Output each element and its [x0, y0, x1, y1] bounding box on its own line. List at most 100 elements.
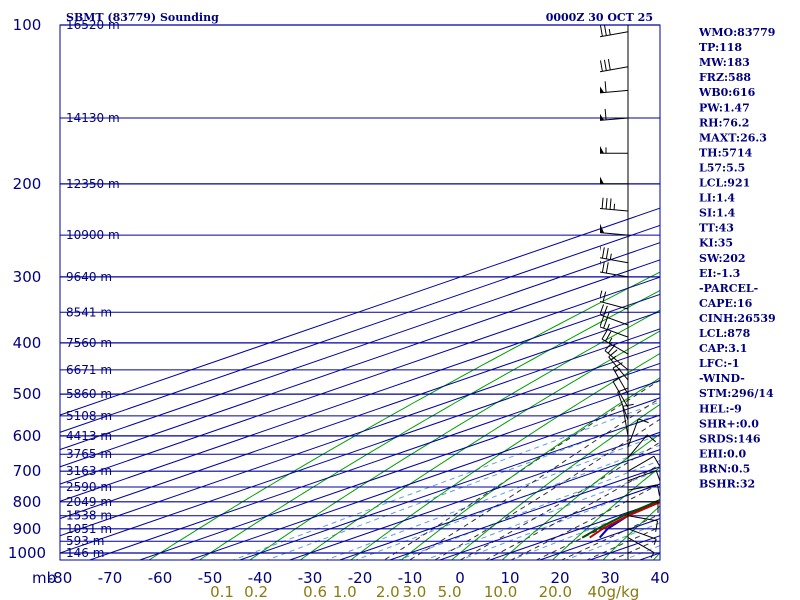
wind-barb-shaft	[600, 271, 629, 278]
index-value: PW:1.47	[699, 101, 750, 114]
dry-adiabat	[198, 289, 660, 560]
wind-barb-full	[612, 375, 623, 382]
wind-barb-full	[600, 316, 605, 327]
dry-adiabat	[350, 352, 660, 560]
isotherm	[288, 431, 660, 560]
index-value: STM:296/14	[699, 387, 774, 400]
mixing-ratio-label: 0.6	[303, 583, 327, 600]
mixing-ratio-label: 10.0	[484, 583, 517, 600]
wind-barb-full	[603, 305, 608, 317]
wind-barb	[627, 470, 660, 482]
wind-barb-full	[657, 484, 660, 496]
isobars	[59, 24, 661, 561]
wind-barb	[600, 108, 629, 121]
wind-barb-full	[603, 59, 607, 71]
index-value: WB0:616	[698, 86, 756, 99]
wind-barb-full	[603, 317, 608, 329]
moist-adiabats	[383, 379, 660, 560]
wind-barb-half	[614, 368, 621, 372]
index-value: LFC:-1	[699, 357, 740, 370]
height-label: 16520 m	[66, 18, 120, 32]
dry-adiabat	[501, 433, 660, 560]
wind-barb	[600, 290, 629, 310]
isotherms	[60, 207, 660, 560]
wind-barb-full	[600, 25, 603, 37]
temperature-tick-label: -10	[398, 569, 423, 587]
wind-barb-shaft	[627, 434, 648, 459]
index-value: CAPE:16	[699, 297, 753, 310]
isotherm	[60, 207, 660, 416]
pressure-tick-label: 600	[13, 427, 42, 445]
pressure-tick-label: 100	[13, 16, 42, 34]
wind-barb-full	[601, 329, 608, 340]
wind-barb-shaft	[627, 418, 639, 448]
dry-adiabat	[450, 403, 660, 560]
height-label: 6671 m	[66, 363, 112, 377]
wind-barb-full	[655, 520, 659, 532]
index-value: EHI:0.0	[699, 447, 746, 460]
wind-barb-shaft	[600, 326, 629, 338]
dry-adiabat	[148, 271, 660, 560]
dry-adiabats	[148, 271, 660, 560]
height-label: 9640 m	[66, 270, 112, 284]
temperature-tick-label: 20	[550, 569, 569, 587]
index-value: RH:76.2	[699, 116, 749, 129]
wind-barb-half	[608, 28, 611, 35]
wind-barb	[627, 537, 655, 559]
wind-barb-full	[605, 198, 608, 210]
height-label: 12350 m	[66, 177, 120, 191]
wind-barb-half	[610, 355, 617, 361]
height-label: 1538 m	[66, 509, 112, 523]
height-label: 5108 m	[66, 409, 112, 423]
height-label: 146 m	[66, 546, 104, 560]
height-label: 4413 m	[66, 429, 112, 443]
wind-barb-pennant	[600, 86, 605, 93]
height-label: 8541 m	[66, 305, 112, 319]
isotherm	[388, 466, 660, 560]
wind-barb-shaft	[601, 338, 629, 355]
wind-barb-full	[617, 387, 629, 393]
height-label: 593 m	[66, 534, 104, 548]
index-value: TP:118	[699, 41, 742, 54]
wind-barb-shaft	[627, 537, 655, 554]
wind-barb-shaft	[600, 314, 629, 326]
wind-barb-pennant	[600, 223, 605, 234]
wind-barb-full	[605, 247, 609, 259]
index-value: L57:5.5	[699, 161, 745, 174]
wind-barb-full	[602, 291, 607, 303]
wind-barb	[600, 260, 629, 278]
wind-barb-shaft	[612, 381, 629, 408]
index-value: -WIND-	[699, 372, 745, 385]
wind-barb-shaft	[627, 484, 658, 491]
index-value: FRZ:588	[699, 71, 751, 84]
index-value: HEL:-9	[699, 402, 742, 415]
wind-barb-shaft	[627, 528, 657, 540]
wind-barb-pennant	[600, 113, 605, 121]
wind-barb	[600, 145, 628, 154]
wind-barb	[627, 455, 660, 472]
wind-barb	[622, 403, 634, 436]
temperature-tick-label: -60	[148, 569, 173, 587]
wind-barb-full	[600, 60, 603, 72]
index-value: LCL:878	[699, 327, 751, 340]
mixing-ratio-label: 0.1	[210, 583, 234, 600]
wind-barb-shaft	[627, 470, 657, 482]
index-value: SW:202	[699, 252, 746, 265]
index-value: CAP:3.1	[699, 342, 747, 355]
wind-barb-full	[612, 362, 623, 369]
wind-barb	[628, 501, 659, 513]
chart-title: SBMT (83779) Sounding	[66, 11, 219, 24]
isotherm	[60, 276, 660, 485]
wind-barb	[627, 528, 657, 545]
wind-barb-half	[609, 253, 612, 260]
wind-barb-shaft	[604, 350, 629, 371]
wind-barb-shaft	[608, 356, 629, 381]
height-label: 3765 m	[66, 447, 112, 461]
wind-barb	[600, 223, 629, 236]
wind-barb-full	[600, 304, 605, 315]
pressure-tick-label: 200	[13, 175, 42, 193]
index-value: SI:1.4	[699, 207, 736, 220]
height-label: 2590 m	[66, 480, 112, 494]
wind-barb-shaft	[600, 31, 629, 38]
